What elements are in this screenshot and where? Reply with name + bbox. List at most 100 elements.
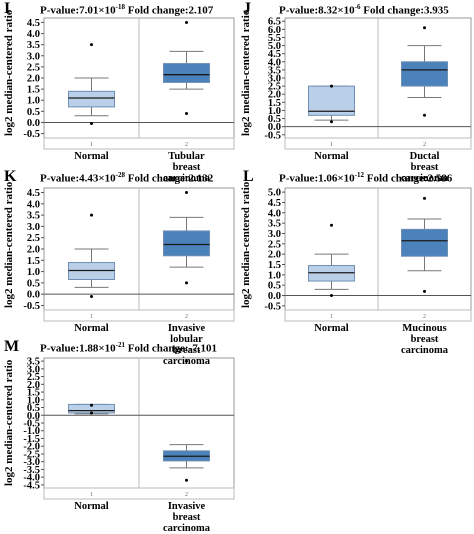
stat-annotation: P-value:8.32×10-6 Fold change:3.935 bbox=[279, 3, 449, 17]
stat-fold-prefix: Fold change: bbox=[124, 4, 189, 17]
stat-p-mantissa: 1.88 bbox=[79, 342, 99, 355]
index-strip bbox=[43, 487, 235, 500]
y-tick-label: 4.5 bbox=[268, 198, 281, 209]
stat-fold-value: 2.586 bbox=[427, 172, 453, 185]
group-index-label: 2 bbox=[185, 142, 188, 148]
plot-area: -4.5-4.0-3.5-3.0-2.5-2.0-1.5-1.0-0.50.00… bbox=[23, 357, 235, 500]
index-strip bbox=[43, 137, 235, 150]
y-tick-label: 4.0 bbox=[27, 29, 40, 40]
y-tick-label: 6.5 bbox=[268, 17, 281, 28]
outlier-point bbox=[90, 403, 93, 407]
stat-annotation: P-value:1.06×10-12 Fold change:2.586 bbox=[279, 171, 452, 185]
plot-area: -0.50.00.51.01.52.02.53.03.54.04.5 1 2 bbox=[23, 187, 235, 322]
box-normal bbox=[68, 403, 115, 415]
y-tick-label: 3.0 bbox=[27, 222, 40, 233]
boxplot-panel-j: J P-value:8.32×10-6 Fold change:3.935 log2… bbox=[237, 0, 474, 184]
y-tick-label: -3.5 bbox=[23, 465, 40, 476]
y-tick-label: -2.5 bbox=[23, 449, 40, 460]
y-tick-label: 0.5 bbox=[27, 403, 40, 414]
y-tick-label: -0.5 bbox=[264, 130, 281, 141]
box-normal bbox=[68, 43, 115, 126]
y-tick-label: 6.0 bbox=[268, 25, 281, 36]
plot-area: -0.50.00.51.01.52.02.53.03.54.04.5 1 2 bbox=[23, 17, 235, 150]
y-tick-label: 0.0 bbox=[27, 290, 40, 301]
box-normal bbox=[308, 84, 355, 124]
category-label-tumor: Tubular breast carcinoma bbox=[162, 151, 211, 184]
y-tick-label: 0.5 bbox=[27, 107, 40, 118]
y-tick-label: 4.0 bbox=[27, 199, 40, 210]
box-normal bbox=[308, 223, 355, 298]
index-strip bbox=[43, 309, 235, 322]
stat-fold-value: 2.132 bbox=[188, 172, 214, 185]
iqr-box bbox=[401, 61, 448, 87]
stat-p-prefix: P-value: bbox=[279, 4, 319, 17]
y-tick-label: 3.5 bbox=[27, 211, 40, 222]
y-tick-label: -0.5 bbox=[264, 301, 281, 312]
y-tick-label: 1.5 bbox=[268, 260, 281, 271]
y-tick-label: 1.5 bbox=[268, 98, 281, 109]
stat-annotation: P-value:7.01×10-18 Fold change:2.107 bbox=[40, 3, 213, 17]
stat-p-times: ×10 bbox=[98, 4, 116, 17]
stat-p-mantissa: 7.01 bbox=[79, 4, 99, 17]
y-tick-label: 5.5 bbox=[268, 33, 281, 44]
boxplot-panel-i: I P-value:7.01×10-18 Fold change:2.107 log… bbox=[0, 0, 237, 184]
group-index-label: 2 bbox=[423, 314, 426, 320]
group-index-label: 1 bbox=[330, 142, 333, 148]
stat-p-prefix: P-value: bbox=[40, 342, 80, 355]
y-tick-label: 4.0 bbox=[268, 208, 281, 219]
y-tick-label: 1.0 bbox=[27, 267, 40, 278]
iqr-box bbox=[163, 63, 210, 83]
category-label-normal: Normal bbox=[314, 151, 349, 162]
y-tick-label: -0.5 bbox=[23, 301, 40, 312]
stat-p-times: ×10 bbox=[98, 172, 116, 185]
stat-fold-value: 2.107 bbox=[188, 4, 214, 17]
category-label-normal: Normal bbox=[74, 151, 109, 162]
stat-annotation: P-value:1.88×10-21 Fold change:-7.101 bbox=[40, 341, 217, 355]
plot-area: -0.50.00.51.01.52.02.53.03.54.04.55.05.5… bbox=[264, 17, 472, 150]
y-tick-label: 3.0 bbox=[268, 74, 281, 85]
stat-p-exp: -21 bbox=[115, 341, 125, 349]
outlier-point bbox=[330, 294, 333, 298]
category-label-tumor: Ductal breast carcinoma bbox=[400, 151, 449, 184]
panel-letter: I bbox=[4, 0, 11, 17]
stat-p-mantissa: 4.43 bbox=[79, 172, 99, 185]
stat-p-exp: -6 bbox=[354, 3, 361, 11]
outlier-point bbox=[185, 359, 188, 363]
box-tumor bbox=[163, 191, 210, 285]
outlier-point bbox=[185, 112, 188, 116]
outlier-point bbox=[90, 43, 93, 47]
category-label-normal: Normal bbox=[74, 323, 109, 334]
box-tumor bbox=[401, 196, 448, 293]
outlier-point bbox=[423, 289, 426, 293]
stat-p-prefix: P-value: bbox=[40, 4, 80, 17]
outlier-point bbox=[90, 294, 93, 298]
iqr-box bbox=[401, 228, 448, 257]
y-tick-label: 1.5 bbox=[27, 388, 40, 399]
y-tick-label: 2.5 bbox=[268, 82, 281, 93]
y-tick-label: 2.0 bbox=[268, 90, 281, 101]
stat-p-times: ×10 bbox=[98, 342, 116, 355]
stat-fold-prefix: Fold change: bbox=[363, 172, 428, 185]
outlier-point bbox=[90, 122, 93, 126]
stat-p-prefix: P-value: bbox=[279, 172, 319, 185]
y-tick-label: 1.0 bbox=[268, 270, 281, 281]
stat-fold-prefix: Fold change: bbox=[124, 172, 189, 185]
y-tick-label: -0.5 bbox=[23, 129, 40, 140]
stat-p-mantissa: 8.32 bbox=[318, 4, 338, 17]
category-label-normal: Normal bbox=[74, 501, 109, 512]
stat-p-times: ×10 bbox=[337, 172, 355, 185]
y-tick-label: 0.5 bbox=[27, 278, 40, 289]
y-tick-label: 3.5 bbox=[27, 357, 40, 368]
iqr-box bbox=[68, 90, 115, 108]
y-tick-label: 2.0 bbox=[268, 250, 281, 261]
y-tick-label: 0.5 bbox=[268, 114, 281, 125]
y-tick-label: 4.5 bbox=[268, 49, 281, 60]
box-tumor bbox=[401, 26, 448, 117]
y-tick-label: 2.5 bbox=[27, 372, 40, 383]
outlier-point bbox=[330, 120, 333, 124]
y-tick-label: 2.0 bbox=[27, 380, 40, 391]
box-tumor bbox=[163, 359, 210, 482]
y-tick-label: 1.5 bbox=[27, 256, 40, 267]
y-tick-label: 0.0 bbox=[268, 122, 281, 133]
panel-letter: K bbox=[4, 168, 17, 185]
